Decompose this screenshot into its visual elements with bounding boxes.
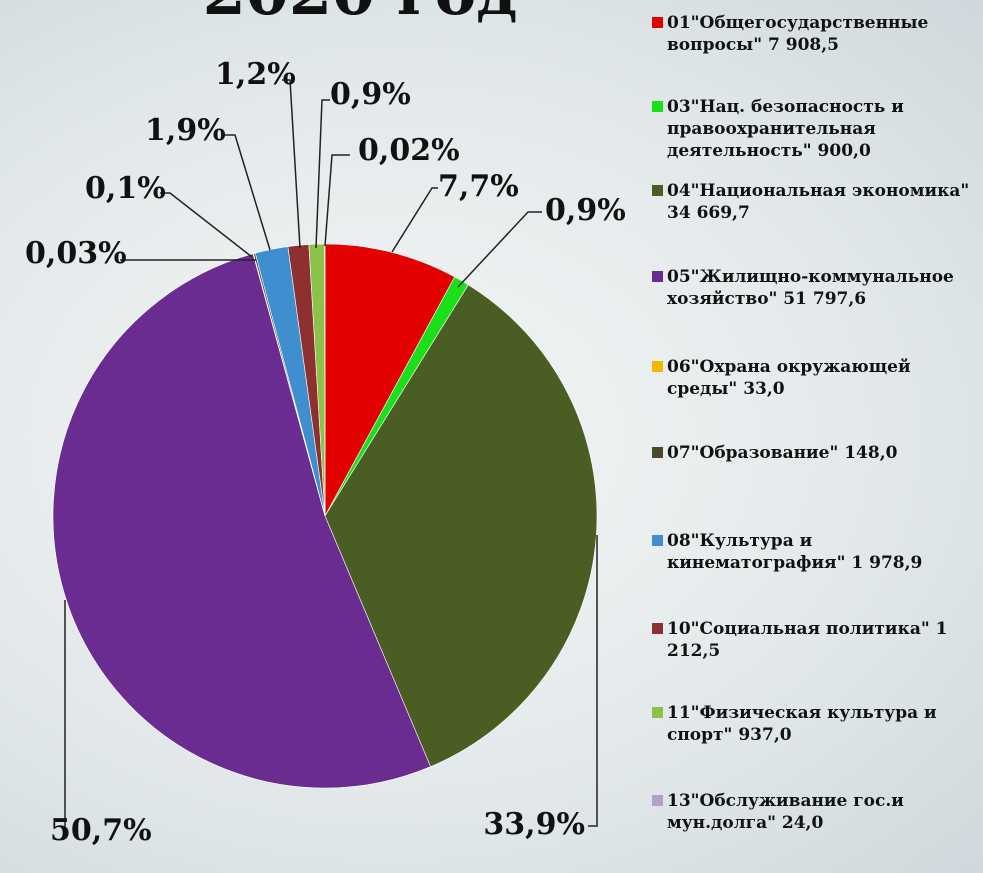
data-label: 1,9%	[145, 113, 226, 148]
chart-title: 2020 год	[203, 0, 518, 29]
legend-item: 11"Физическая культура и спорт" 937,0	[652, 702, 982, 746]
legend-item: 08"Культура и кинематография" 1 978,9	[652, 530, 982, 574]
legend-swatch	[652, 185, 663, 196]
legend-item: 03"Нац. безопасность и правоохранительна…	[652, 96, 982, 162]
data-label: 7,7%	[438, 169, 519, 204]
data-label: 0,9%	[330, 77, 411, 112]
pie-slice	[52, 253, 431, 789]
data-label: 0,03%	[25, 236, 127, 271]
legend-label: 13"Обслуживание гос.и мун.долга" 24,0	[667, 791, 904, 833]
legend-swatch	[652, 17, 663, 28]
legend-item: 10"Социальная политика" 1 212,5	[652, 618, 982, 662]
legend-label: 06"Охрана окружающей среды" 33,0	[667, 357, 911, 399]
legend-item: 07"Образование" 148,0	[652, 442, 982, 464]
legend-label: 10"Социальная политика" 1 212,5	[667, 619, 948, 661]
legend-label: 04"Национальная экономика" 34 669,7	[667, 181, 970, 223]
pie-slice	[324, 284, 598, 768]
leader-line	[391, 187, 438, 253]
legend-item: 05"Жилищно-коммунальное хозяйство" 51 79…	[652, 266, 982, 310]
legend-label: 07"Образование" 148,0	[667, 443, 898, 463]
legend-label: 11"Физическая культура и спорт" 937,0	[667, 703, 937, 745]
pie-slice	[324, 243, 456, 517]
data-label: 50,7%	[50, 813, 152, 848]
data-label: 0,02%	[358, 133, 460, 168]
legend-swatch	[652, 361, 663, 372]
legend-swatch	[652, 795, 663, 806]
legend-label: 08"Культура и кинематография" 1 978,9	[667, 531, 923, 573]
data-label: 0,1%	[85, 171, 166, 206]
leader-line	[324, 154, 350, 247]
legend-item: 04"Национальная экономика" 34 669,7	[652, 180, 982, 224]
legend-item: 01"Общегосударственные вопросы" 7 908,5	[652, 12, 982, 56]
leader-line	[315, 99, 330, 249]
leader-line	[457, 211, 542, 288]
legend-label: 05"Жилищно-коммунальное хозяйство" 51 79…	[667, 267, 954, 309]
legend-item: 13"Обслуживание гос.и мун.долга" 24,0	[652, 790, 982, 834]
leader-line	[160, 192, 253, 258]
data-label: 33,9%	[483, 807, 585, 842]
legend-swatch	[652, 271, 663, 282]
legend-swatch	[652, 447, 663, 458]
legend-swatch	[652, 623, 663, 634]
legend-swatch	[652, 535, 663, 546]
leader-line	[588, 535, 598, 827]
legend-swatch	[652, 101, 663, 112]
data-label: 0,9%	[545, 193, 626, 228]
leader-line	[222, 134, 271, 251]
legend-item: 06"Охрана окружающей среды" 33,0	[652, 356, 982, 400]
data-label: 1,2%	[215, 57, 296, 92]
leader-line	[282, 79, 301, 249]
legend-label: 03"Нац. безопасность и правоохранительна…	[667, 97, 904, 161]
legend-swatch	[652, 707, 663, 718]
legend-label: 01"Общегосударственные вопросы" 7 908,5	[667, 13, 929, 55]
